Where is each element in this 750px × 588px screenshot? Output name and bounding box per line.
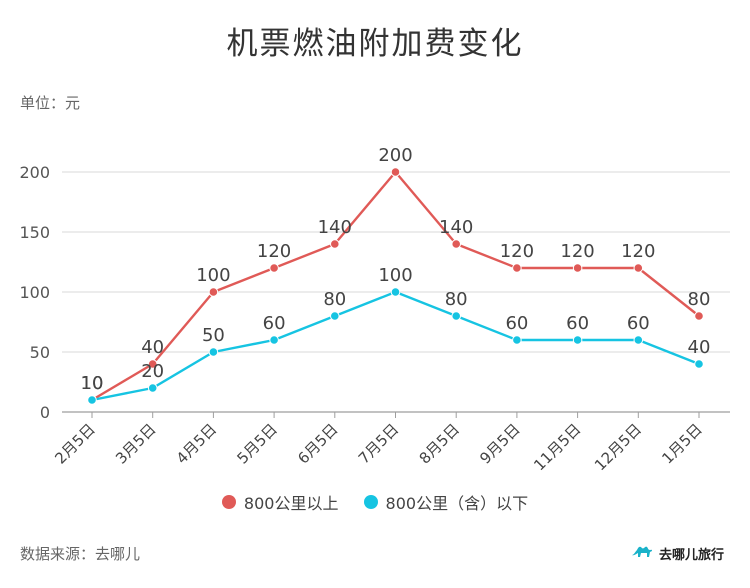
data-label: 100 (378, 265, 412, 286)
data-label: 20 (141, 361, 164, 382)
y-tick-label: 0 (40, 403, 50, 422)
data-point[interactable] (694, 311, 704, 321)
y-tick-label: 50 (30, 343, 50, 362)
data-point[interactable] (147, 359, 158, 369)
data-point[interactable] (330, 239, 340, 249)
data-source: 数据来源：去哪儿 (20, 545, 141, 563)
data-point[interactable] (633, 335, 644, 345)
x-tick-label: 9月5日 (476, 420, 523, 467)
x-tick-label: 4月5日 (173, 420, 220, 467)
data-point[interactable] (269, 263, 279, 273)
brand-name: 去哪儿旅行 (658, 547, 724, 563)
x-tick-label: 3月5日 (112, 420, 159, 467)
x-tick-label: 7月5日 (355, 420, 402, 467)
data-point[interactable] (87, 395, 97, 405)
x-axis: 2月5日 3月5日 4月5日 5月5日 6月5日 7月5日 8月5日 9月5日 11月5日 12月… (51, 411, 730, 474)
y-tick-label: 200 (19, 163, 50, 182)
legend-label-series-1: 800公里以上 (243, 494, 339, 513)
data-point[interactable] (208, 347, 219, 357)
data-point[interactable] (572, 335, 583, 345)
x-tick-label: 8月5日 (416, 420, 463, 467)
brand-logo: 去哪儿旅行 (631, 543, 724, 563)
data-label: 140 (318, 217, 352, 238)
data-point[interactable] (390, 287, 401, 297)
data-label: 80 (445, 289, 468, 310)
data-label: 80 (688, 289, 711, 310)
x-tick-label: 6月5日 (294, 420, 341, 467)
legend-item-series-2[interactable]: 800公里（含）以下 (363, 490, 529, 514)
y-axis-ticks: 0 50 100 150 200 (19, 163, 50, 422)
data-point[interactable] (512, 263, 522, 273)
x-tick-label: 2月5日 (51, 420, 98, 467)
data-point[interactable] (451, 239, 462, 249)
data-label: 80 (323, 289, 346, 310)
data-point[interactable] (451, 311, 462, 321)
data-label: 60 (505, 313, 528, 334)
series-line (91, 170, 700, 402)
x-tick-label: 1月5日 (658, 420, 705, 467)
y-tick-label: 150 (19, 223, 50, 242)
legend-marker-series-2 (363, 495, 378, 509)
data-label: 120 (500, 241, 534, 262)
data-point[interactable] (269, 335, 279, 345)
chart-title: 机票燃油附加费变化 (226, 26, 524, 62)
data-label: 40 (141, 337, 164, 358)
x-tick-label: 5月5日 (233, 420, 280, 467)
data-label: 50 (202, 325, 225, 346)
data-label: 120 (257, 241, 291, 262)
legend-marker-series-1 (221, 495, 236, 509)
data-label: 10 (81, 373, 104, 394)
data-point[interactable] (390, 167, 401, 177)
x-tick-label: 12月5日 (591, 420, 645, 474)
data-point[interactable] (512, 335, 522, 345)
data-label: 140 (439, 217, 473, 238)
legend: 800公里以上 800公里（含）以下 (0, 490, 750, 514)
data-point[interactable] (633, 263, 644, 273)
data-label: 60 (566, 313, 589, 334)
series-2: 10 20 50 60 80 100 80 60 60 60 40 (81, 265, 711, 405)
data-label: 60 (263, 313, 286, 334)
data-label: 60 (627, 313, 650, 334)
series-1: 10 40 100 120 140 200 140 120 120 120 80 (81, 145, 711, 405)
data-point[interactable] (147, 383, 158, 393)
data-label: 200 (378, 145, 412, 166)
data-point[interactable] (330, 311, 340, 321)
data-label: 100 (196, 265, 230, 286)
legend-item-series-1[interactable]: 800公里以上 (221, 490, 339, 514)
data-point[interactable] (572, 263, 583, 273)
data-label: 40 (688, 337, 711, 358)
data-point[interactable] (694, 359, 704, 369)
unit-label: 单位：元 (20, 94, 81, 112)
camel-icon (631, 543, 653, 563)
data-label: 10 (81, 373, 104, 394)
data-point[interactable] (208, 287, 219, 297)
y-tick-label: 100 (19, 283, 50, 302)
data-label: 120 (560, 241, 594, 262)
x-tick-label: 11月5日 (530, 420, 584, 474)
series-line (91, 290, 700, 402)
data-label: 120 (621, 241, 655, 262)
legend-label-series-2: 800公里（含）以下 (385, 494, 529, 513)
